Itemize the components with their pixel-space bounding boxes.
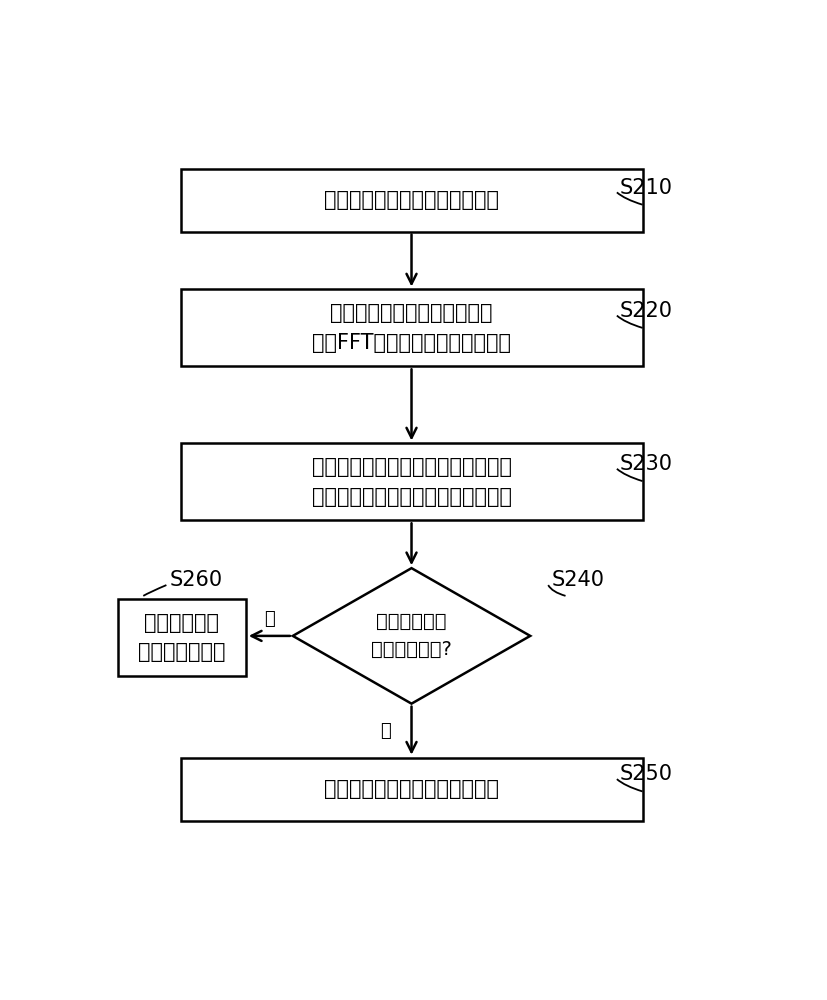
Text: S220: S220: [619, 301, 672, 321]
Text: 是: 是: [380, 722, 390, 740]
Text: 对外周静脉压频谱的峰的振幅进行统
计分析以实时判定活体的血容量状态: 对外周静脉压频谱的峰的振幅进行统 计分析以实时判定活体的血容量状态: [311, 457, 511, 507]
Text: 对所采集的外周静脉信号进行
频谱FFT分析获得外周静脉压频谱: 对所采集的外周静脉信号进行 频谱FFT分析获得外周静脉压频谱: [312, 303, 510, 353]
Text: 否: 否: [264, 610, 275, 628]
Text: S210: S210: [619, 178, 672, 198]
Polygon shape: [293, 568, 529, 704]
Text: 检测到低血容量症或高血容量症: 检测到低血容量症或高血容量症: [323, 779, 499, 799]
Text: S250: S250: [619, 764, 672, 784]
FancyBboxPatch shape: [180, 289, 642, 366]
FancyBboxPatch shape: [180, 443, 642, 520]
FancyBboxPatch shape: [117, 599, 246, 676]
Text: 检测到显著的
振幅改变了吗?: 检测到显著的 振幅改变了吗?: [370, 612, 452, 659]
Text: S230: S230: [619, 454, 672, 474]
FancyBboxPatch shape: [180, 758, 642, 821]
Text: 从活体的静脉采集外周静脉信号: 从活体的静脉采集外周静脉信号: [323, 190, 499, 210]
Text: S260: S260: [170, 570, 222, 590]
Text: S240: S240: [551, 570, 604, 590]
Text: 没有低血容量
症或高血容量症: 没有低血容量 症或高血容量症: [138, 613, 225, 662]
FancyBboxPatch shape: [180, 169, 642, 232]
